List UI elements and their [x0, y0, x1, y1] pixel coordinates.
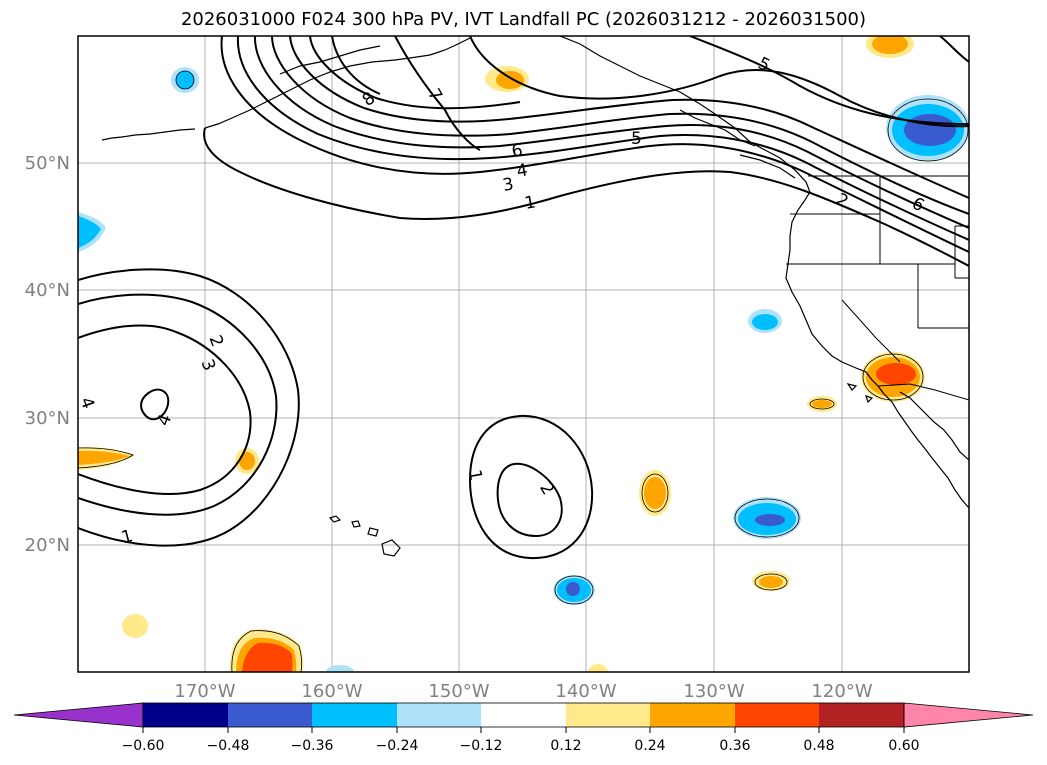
- colorbar-low-extension: [13, 702, 144, 728]
- contour-label: 3: [501, 174, 515, 196]
- colorbar-tick: −0.48: [207, 738, 250, 754]
- map-frame: [77, 35, 970, 673]
- coastlines: [101, 36, 969, 557]
- lon-label: 150°W: [428, 681, 489, 702]
- colorbar-high-extension: [903, 702, 1034, 728]
- colorbar-segment: [143, 703, 228, 727]
- lon-label: 170°W: [174, 681, 235, 702]
- graticule: [78, 36, 969, 672]
- lat-label: 50°N: [25, 153, 70, 174]
- contour-label: 1: [119, 526, 135, 548]
- lon-label: 140°W: [555, 681, 616, 702]
- pv-contours: [78, 36, 969, 560]
- lon-label: 130°W: [683, 681, 744, 702]
- colorbar-tick: 0.12: [550, 738, 581, 754]
- lon-label: 160°W: [301, 681, 362, 702]
- colorbar-segment: [481, 703, 566, 727]
- latitude-labels: 50°N 40°N 30°N 20°N: [25, 153, 70, 556]
- colorbar-segment: [819, 703, 904, 727]
- longitude-labels: 170°W 160°W 150°W 140°W 130°W 120°W: [174, 681, 872, 702]
- colorbar-tick: −0.60: [122, 738, 165, 754]
- colorbar-segment: [650, 703, 735, 727]
- colorbar-tick: −0.24: [376, 738, 419, 754]
- colorbar-segment: [312, 703, 397, 727]
- colorbar-segment: [566, 703, 650, 727]
- colorbar-tick: 0.36: [719, 738, 750, 754]
- contour-label: 6: [510, 140, 524, 162]
- lat-label: 30°N: [25, 408, 70, 429]
- lat-label: 20°N: [25, 535, 70, 556]
- colorbar-tick: 0.48: [803, 738, 834, 754]
- contour-label: 4: [515, 160, 529, 182]
- lat-label: 40°N: [25, 280, 70, 301]
- colorbar-tick: −0.36: [291, 738, 334, 754]
- map-background: [78, 36, 969, 672]
- ivt-anomaly-outlines: [78, 70, 969, 672]
- colorbar-tick: 0.60: [888, 738, 919, 754]
- contour-label: 5: [631, 129, 642, 149]
- contour-label: 1: [464, 468, 486, 482]
- ivt-anomaly-shading: [78, 36, 969, 672]
- colorbar-tick: −0.12: [460, 738, 503, 754]
- colorbar: −0.60 −0.48 −0.36 −0.24 −0.12 0.12 0.24 …: [13, 702, 1034, 754]
- colorbar-segment: [397, 703, 481, 727]
- page-title: 2026031000 F024 300 hPa PV, IVT Landfall…: [180, 9, 867, 30]
- colorbar-segment: [228, 703, 312, 727]
- colorbar-segment: [735, 703, 819, 727]
- colorbar-tick: 0.24: [634, 738, 665, 754]
- lon-label: 120°W: [811, 681, 872, 702]
- contour-label: 1: [523, 192, 537, 214]
